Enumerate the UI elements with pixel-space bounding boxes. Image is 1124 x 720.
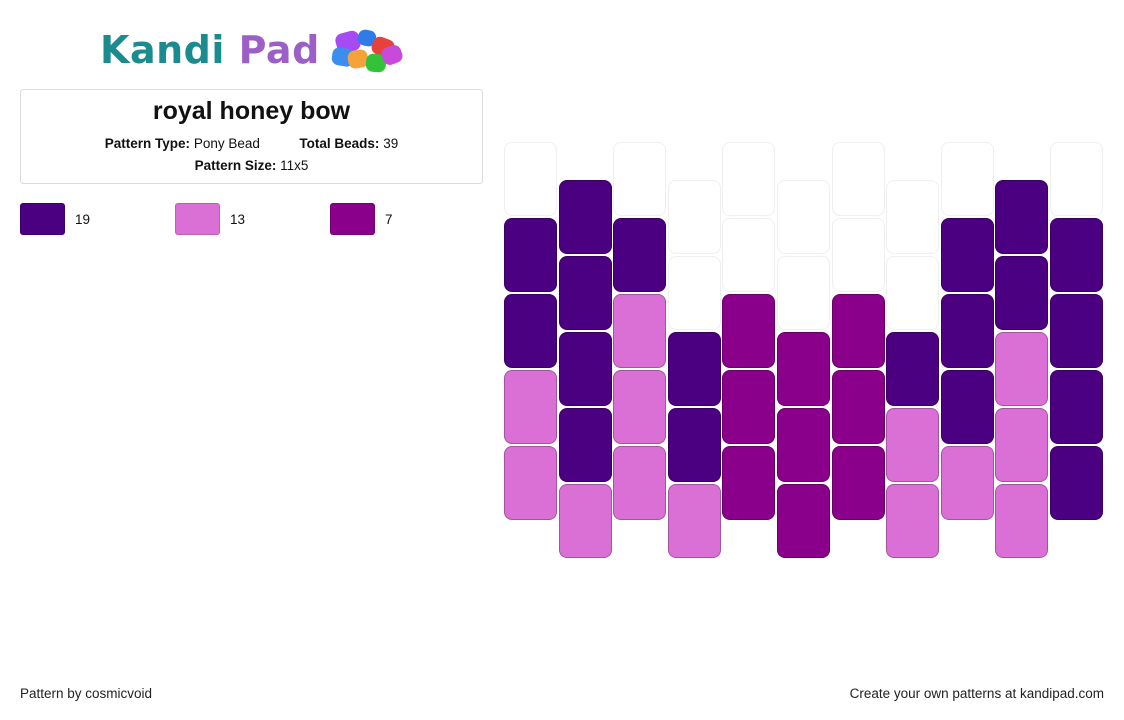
- bead: [558, 332, 612, 406]
- bead: [940, 370, 994, 444]
- logo-wordmark: Kandi Pad: [100, 28, 320, 72]
- color-swatch: [20, 203, 65, 235]
- kandi-pad-logo: Kandi Pad: [100, 24, 408, 76]
- bead: [995, 408, 1049, 482]
- bead: [831, 446, 885, 520]
- bead-count: 7: [385, 211, 393, 227]
- bead-count: 19: [75, 211, 91, 227]
- empty-bead: [886, 180, 940, 254]
- bead: [886, 332, 940, 406]
- empty-bead: [722, 218, 776, 292]
- bead: [777, 408, 830, 482]
- legend-item-color-1: 19: [20, 203, 90, 235]
- bead: [940, 294, 994, 368]
- bead: [558, 408, 612, 482]
- bead: [613, 218, 667, 292]
- logo-text-kandi: Kandi: [100, 28, 225, 72]
- legend-item-color-2: 13: [175, 203, 245, 235]
- bead: [886, 408, 940, 482]
- pattern-size-row: Pattern Size: 11x5: [21, 158, 482, 173]
- pattern-info-box: royal honey bow Pattern Type: Pony Bead …: [20, 89, 483, 184]
- bead: [558, 180, 612, 254]
- empty-bead: [777, 180, 830, 254]
- pattern-author: Pattern by cosmicvoid: [20, 686, 153, 701]
- bead: [940, 446, 994, 520]
- pattern-title: royal honey bow: [152, 97, 351, 125]
- bead: [667, 332, 721, 406]
- empty-bead: [831, 142, 885, 216]
- empty-bead: [667, 256, 721, 330]
- empty-bead: [1050, 142, 1103, 216]
- bead: [504, 294, 557, 368]
- bead: [667, 484, 721, 558]
- bead: [995, 484, 1049, 558]
- bead: [995, 180, 1049, 254]
- legend-item-color-3: 7: [330, 203, 393, 235]
- color-swatch: [330, 203, 375, 235]
- bead: [831, 294, 885, 368]
- bead: [558, 484, 612, 558]
- empty-bead: [886, 256, 940, 330]
- bead: [722, 446, 776, 520]
- kandipad-link[interactable]: Create your own patterns at kandipad.com: [849, 686, 1104, 701]
- logo-text-pad: Pad: [224, 28, 320, 72]
- bead: [995, 256, 1049, 330]
- empty-bead: [831, 218, 885, 292]
- bead: [995, 332, 1049, 406]
- bead: [722, 294, 776, 368]
- bead: [940, 218, 994, 292]
- bead: [613, 370, 667, 444]
- color-swatch: [175, 203, 220, 235]
- bead: [613, 446, 667, 520]
- bead: [777, 332, 830, 406]
- total-beads-label: Total Beads:: [299, 136, 380, 151]
- pattern-type-value: Pony Bead: [193, 136, 260, 151]
- bead: [1050, 370, 1103, 444]
- empty-bead: [613, 142, 667, 216]
- empty-bead: [722, 142, 776, 216]
- pattern-size-label: Pattern Size:: [194, 158, 277, 173]
- pattern-type-label: Pattern Type:: [104, 136, 191, 151]
- bead: [1050, 294, 1103, 368]
- bead: [558, 256, 612, 330]
- bead: [722, 370, 776, 444]
- bead: [504, 370, 557, 444]
- total-beads-value: 39: [383, 136, 399, 151]
- empty-bead: [667, 180, 721, 254]
- empty-bead: [940, 142, 994, 216]
- bead-count: 13: [230, 211, 246, 227]
- bead: [777, 484, 830, 558]
- bead: [613, 294, 667, 368]
- pattern-size-value: 11x5: [280, 158, 309, 173]
- empty-bead: [504, 142, 557, 216]
- empty-bead: [777, 256, 830, 330]
- bead: [1050, 446, 1103, 520]
- bead: [504, 446, 557, 520]
- pattern-type-row: Pattern Type: Pony Bead Total Beads: 39: [21, 136, 482, 151]
- bead: [831, 370, 885, 444]
- bead: [1050, 218, 1103, 292]
- bead: [886, 484, 940, 558]
- bead: [667, 408, 721, 482]
- bead: [504, 218, 557, 292]
